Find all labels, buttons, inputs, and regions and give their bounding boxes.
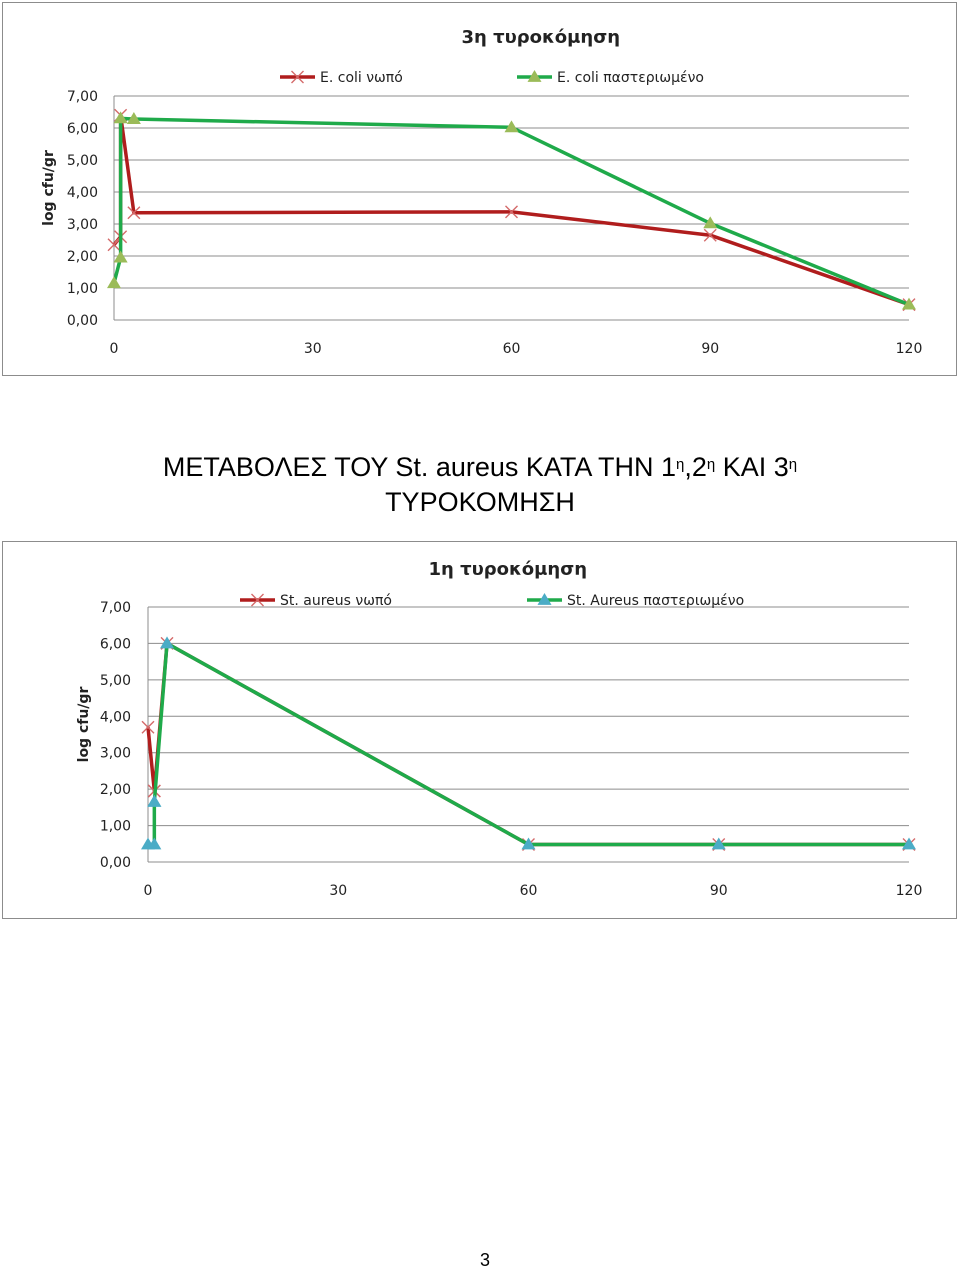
x-tick-label: 30	[329, 883, 347, 899]
data-point-marker-x	[107, 238, 121, 252]
heading-sup-3: η	[788, 456, 798, 473]
y-tick-label: 0,00	[100, 855, 131, 871]
data-point-marker-x	[703, 228, 717, 242]
heading-text-main: ΜΕΤΑΒΟΛΕΣ ΤΟΥ St. aureus ΚΑΤΑ ΤΗΝ 1	[162, 452, 676, 482]
chart-3rd-cheesemaking-svg: 3η τυροκόμηση 0,00 1,00 2,00 3,00 4,00 5,00 6,0…	[41, 27, 923, 357]
data-point-marker-x	[505, 205, 518, 219]
y-tick-label: 4,00	[67, 185, 98, 201]
y-tick-label: 4,00	[100, 709, 131, 725]
legend-label: E. coli παστεριωμένο	[557, 70, 704, 86]
data-point-marker-triangle	[504, 120, 519, 133]
data-point-marker-triangle	[107, 276, 121, 289]
x-tick-label: 90	[701, 341, 719, 357]
legend-label: St. aureus νωπό	[280, 593, 392, 609]
data-point-marker-triangle	[537, 593, 552, 605]
section-heading-line2: ΤΥΡΟΚΟΜΗΣΗ	[385, 487, 575, 517]
y-tick-label: 7,00	[67, 89, 98, 105]
data-point-marker-triangle	[113, 111, 128, 124]
heading-text-and: ΚΑΙ 3	[715, 452, 789, 482]
heading-text-mid: ,2	[684, 452, 707, 482]
y-tick-label: 0,00	[67, 313, 98, 329]
data-point-marker-x	[127, 206, 141, 220]
y-tick-label: 5,00	[100, 673, 131, 689]
series-line	[148, 641, 909, 847]
x-tick-label: 90	[710, 883, 728, 899]
heading-sup-2: η	[706, 456, 716, 473]
data-point-marker-x	[291, 70, 304, 84]
page-number: 3	[479, 1250, 490, 1270]
data-point-marker-triangle	[521, 837, 536, 850]
y-axis-label: log cfu/gr	[76, 687, 92, 763]
x-tick-label: 30	[304, 341, 322, 357]
chart-title: 1η τυροκόμηση	[429, 559, 588, 580]
chart-1st-cheesemaking: 1η τυροκόμηση 0,00 1,00 2,00 3,00 4,00 5,00 6,0…	[2, 541, 957, 919]
data-point-marker-triangle	[126, 112, 141, 124]
legend-label: E. coli νωπό	[320, 70, 403, 86]
series-line	[146, 641, 909, 847]
chart-3rd-cheesemaking: 3η τυροκόμηση 0,00 1,00 2,00 3,00 4,00 5,00 6,0…	[2, 2, 957, 376]
x-tick-label: 120	[896, 341, 923, 357]
heading-sup-1: η	[675, 456, 685, 473]
x-tick-label: 120	[896, 883, 923, 899]
data-point-marker-triangle	[527, 70, 542, 82]
y-tick-label: 1,00	[67, 281, 98, 297]
series-line	[112, 113, 910, 307]
x-tick-label: 0	[144, 883, 153, 899]
data-point-marker-x	[251, 593, 264, 607]
y-tick-label: 6,00	[67, 121, 98, 137]
x-tick-label: 60	[520, 883, 538, 899]
data-point-marker-triangle	[902, 297, 916, 310]
y-tick-label: 6,00	[100, 636, 131, 652]
chart-title: 3η τυροκόμηση	[462, 27, 621, 48]
y-tick-label: 5,00	[67, 153, 98, 169]
data-point-marker-triangle	[711, 837, 726, 850]
data-point-marker-x	[141, 720, 155, 734]
data-point-marker-triangle	[147, 794, 162, 807]
legend-label: St. Aureus παστεριωμένο	[567, 593, 744, 609]
y-tick-label: 3,00	[67, 217, 98, 233]
data-point-marker-triangle	[902, 837, 916, 850]
data-point-marker-triangle	[703, 216, 718, 229]
data-point-marker-triangle	[113, 250, 128, 263]
chart-1st-cheesemaking-svg: 1η τυροκόμηση 0,00 1,00 2,00 3,00 4,00 5,00 6,0…	[76, 559, 923, 899]
x-tick-label: 0	[110, 341, 119, 357]
data-point-marker-triangle	[147, 837, 162, 850]
x-tick-label: 60	[503, 341, 521, 357]
y-tick-label: 3,00	[100, 746, 131, 762]
y-tick-label: 7,00	[100, 600, 131, 616]
y-tick-label: 1,00	[100, 819, 131, 835]
y-tick-label: 2,00	[100, 782, 131, 798]
data-point-marker-triangle	[160, 636, 175, 649]
section-heading: ΜΕΤΑΒΟΛΕΣ ΤΟΥ St. aureus ΚΑΤΑ ΤΗΝ 1η,2η …	[0, 450, 960, 484]
y-axis-label: log cfu/gr	[41, 150, 57, 226]
y-tick-label: 2,00	[67, 249, 98, 265]
